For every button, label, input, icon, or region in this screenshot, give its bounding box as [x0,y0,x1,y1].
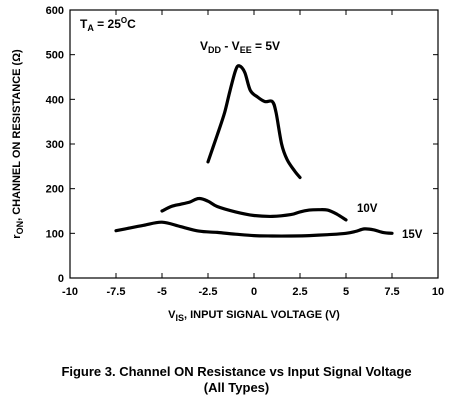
caption-line-2: (All Types) [203,380,270,395]
y-tick-label: 0 [58,273,64,285]
x-tick-label: 10 [432,286,444,298]
y-tick-label: 600 [46,5,64,17]
series-line-10v [160,196,348,222]
figure-caption: Figure 3. Channel ON Resistance vs Input… [0,364,473,396]
y-tick-label: 200 [46,184,64,196]
supply-voltage-label: VDD - VEE = 5V [200,39,280,55]
chart: -10 -7.5 -5 -2.5 0 2.5 5 7.5 1001002003004005006… [11,5,444,323]
x-tick-label: -7.5 [107,286,126,298]
x-tick-label: -10 [62,286,78,298]
y-axis-label: rON, CHANNEL ON RESISTANCE (Ω) [11,49,25,239]
x-tick-label: 5 [343,286,349,298]
series-label-10v: 10V [357,203,378,215]
x-tick-label: -2.5 [199,286,218,298]
y-tick-label: 400 [46,94,64,106]
series-line-15v [114,220,394,238]
x-axis-label: VIS, INPUT SIGNAL VOLTAGE (V) [168,309,340,323]
x-tick-label: -5 [157,286,167,298]
y-tick-label: 300 [46,139,64,151]
x-tick-label: 2.5 [292,286,307,298]
y-tick-label: 100 [46,228,64,240]
y-tick-label: 500 [46,50,64,62]
series-label-15v: 15V [402,229,423,241]
x-tick-label: 0 [251,286,257,298]
ambient-temperature-label: TA = 25OC [80,16,136,33]
caption-line-1: Figure 3. Channel ON Resistance vs Input… [61,364,412,379]
series-line-5v [206,64,302,180]
x-tick-label: 7.5 [384,286,399,298]
